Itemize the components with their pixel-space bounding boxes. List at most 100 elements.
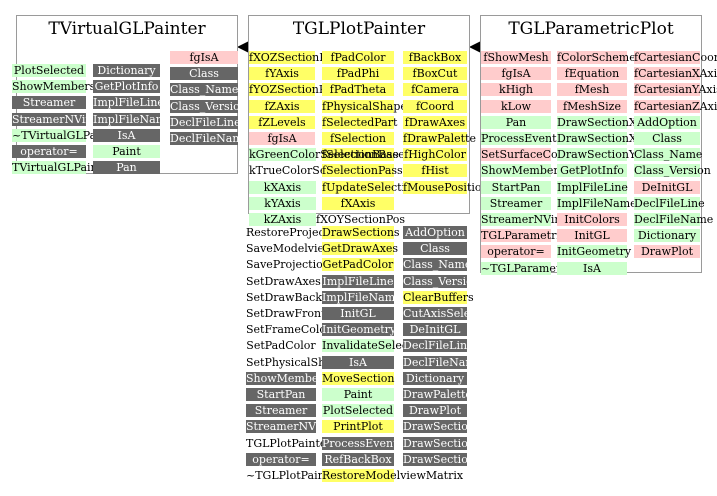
member-fmouseposition: fMousePosition	[403, 180, 489, 194]
member-fcolorscheme: fColorScheme	[557, 51, 636, 64]
member-declfileline: DeclFileLine	[634, 196, 705, 210]
member-ktruecolorselectionbase: kTrueColorSelectionBase	[249, 164, 391, 177]
member-streamer: Streamer	[246, 404, 316, 418]
member-implfileline: ImplFileLine	[93, 96, 164, 110]
member-fupdateselection: fUpdateSelection	[322, 180, 419, 194]
class-title-tglplotpainter: TGLPlotPainter	[292, 19, 426, 39]
member-processevent: ProcessEvent	[481, 132, 557, 145]
member-class-name: Class_Name	[170, 83, 239, 97]
member-clearbuffers: ClearBuffers	[403, 290, 474, 304]
member-declfileline: DeclFileLine	[170, 115, 241, 129]
member-invalidateselection: InvalidateSelection	[322, 339, 430, 353]
member-implfileline: ImplFileLine	[557, 180, 628, 194]
member-kyaxis: kYAxis	[249, 197, 316, 210]
member-fcartesiancoord: fCartesianCoord	[634, 51, 717, 64]
member-streamernvirtual: StreamerNVirtual	[246, 420, 347, 434]
member-fcartesianzaxis: fCartesianZAxis	[634, 99, 717, 113]
member-drawpaletteaxis: DrawPaletteAxis	[403, 388, 496, 401]
member-dictionary: Dictionary	[634, 229, 700, 243]
inherits-arrow-tglparametricplot	[469, 41, 481, 53]
member-fselectedpart: fSelectedPart	[322, 115, 398, 129]
member-drawsectionxoz: DrawSectionXOZ	[557, 132, 654, 145]
member-isa: IsA	[93, 128, 160, 142]
member-refbackbox: RefBackBox	[322, 452, 394, 466]
member-drawsections: DrawSections	[322, 226, 400, 239]
inherits-arrow-tglplotpainter	[237, 41, 249, 53]
member-fphysicalshapecolor: fPhysicalShapeColor	[322, 99, 438, 113]
member-isa: IsA	[557, 261, 627, 275]
member-initgl: InitGL	[557, 229, 627, 243]
member-class: Class	[170, 67, 238, 81]
member-showmembers: ShowMembers	[12, 80, 96, 94]
member-fcamera: fCamera	[403, 83, 467, 97]
member-declfileline: DeclFileLine	[403, 339, 474, 353]
member-fgisa: fgIsA	[170, 51, 238, 64]
member-dictionary: Dictionary	[93, 64, 160, 77]
member-fbackbox: fBackBox	[403, 51, 467, 64]
class-title-tvirtualglpainter: TVirtualGLPainter	[48, 19, 206, 39]
member-restoremodelviewmatrix: RestoreModelviewMatrix	[322, 469, 464, 482]
member-deinitgl: DeInitGL	[634, 180, 700, 194]
member-getplotinfo: GetPlotInfo	[93, 80, 160, 94]
member-fmesh: fMesh	[557, 83, 627, 97]
member-fdrawaxes: fDrawAxes	[403, 115, 467, 129]
member-fgisa: fgIsA	[249, 132, 315, 145]
member-kxaxis: kXAxis	[249, 181, 316, 194]
member-showmembers: ShowMembers	[481, 164, 565, 178]
member-drawsectionyoz: DrawSectionYOZ	[557, 148, 653, 162]
member-drawsectionxoz: DrawSectionXOZ	[403, 436, 500, 450]
member-restoreprojectionmatrix: RestoreProjectionMatrix	[246, 226, 384, 239]
member-class: Class	[403, 242, 467, 256]
member-fselectionbase: fSelectionBase	[322, 148, 405, 162]
member-pan: Pan	[481, 115, 551, 129]
member-operator-: operator=	[246, 452, 316, 466]
member-initgeometry: InitGeometry	[557, 245, 632, 259]
member--tglplotpainter: ~TGLPlotPainter	[246, 469, 341, 482]
member-getdrawaxes: GetDrawAxes	[322, 242, 399, 256]
member-fyozsectionpos: fYOZSectionPos	[249, 83, 339, 97]
member-fxaxis: fXAxis	[322, 196, 394, 210]
member--tglparametricplot: ~TGLParametricPlot	[481, 261, 598, 275]
member-initcolors: InitColors	[557, 213, 627, 226]
member-isa: IsA	[322, 355, 394, 369]
member-fpadphi: fPadPhi	[322, 67, 394, 81]
member-declfilename: DeclFileName	[634, 213, 714, 226]
member-class: Class	[634, 132, 700, 145]
member-operator-: operator=	[12, 145, 86, 158]
member-class-name: Class_Name	[634, 148, 703, 162]
member-drawsectionxoy: DrawSectionXOY	[557, 115, 653, 129]
class-title-tglparametricplot: TGLParametricPlot	[508, 19, 674, 39]
member-class-name: Class_Name	[403, 258, 472, 272]
member-fdrawpalette: fDrawPalette	[403, 132, 476, 145]
member-fmeshsize: fMeshSize	[557, 99, 627, 113]
member-fpadtheta: fPadTheta	[322, 83, 394, 97]
member-fxozsectionpos: fXOZSectionPos	[249, 51, 339, 64]
member-fcartesianxaxis: fCartesianXAxis	[634, 67, 717, 81]
member-setdrawbackbox: SetDrawBackBox	[246, 290, 343, 304]
member-class-version: Class_Version	[403, 274, 480, 288]
member-startpan: StartPan	[246, 388, 316, 401]
member-paint: Paint	[93, 145, 160, 158]
member-fshowmesh: fShowMesh	[481, 51, 551, 64]
member-drawsectionyoz: DrawSectionYOZ	[403, 452, 499, 466]
member-fselectionpass: fSelectionPass	[322, 164, 403, 178]
member-fhighcolor: fHighColor	[403, 148, 467, 162]
member-fxoysectionpos: fXOYSectionPos	[316, 213, 406, 226]
member-deinitgl: DeInitGL	[403, 323, 467, 337]
member-fzaxis: fZAxis	[249, 99, 315, 113]
member-declfilename: DeclFileName	[403, 355, 483, 369]
member-streamer: Streamer	[12, 96, 86, 110]
member--tvirtualglpainter: ~TVirtualGLPainter	[12, 128, 124, 142]
member-drawplot: DrawPlot	[634, 245, 700, 259]
member-plotselected: PlotSelected	[12, 64, 86, 77]
member-fboxcut: fBoxCut	[403, 67, 467, 81]
member-fzlevels: fZLevels	[249, 115, 315, 129]
member-drawplot: DrawPlot	[403, 404, 467, 418]
member-cutaxisselected: CutAxisSelected	[403, 307, 495, 320]
member-implfilename: ImplFileName	[322, 290, 402, 304]
member-drawsectionxoy: DrawSectionXOY	[403, 420, 499, 434]
member-setdrawfrontbox: SetDrawFrontBox	[246, 307, 347, 320]
member-implfilename: ImplFileName	[557, 196, 637, 210]
member-setframecolor: SetFrameColor	[246, 323, 332, 337]
